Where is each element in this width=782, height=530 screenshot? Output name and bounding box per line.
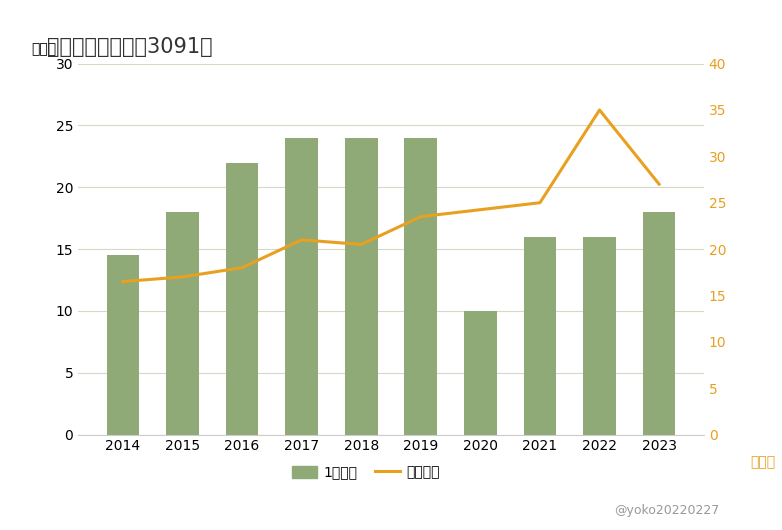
Text: @yoko20220227: @yoko20220227 — [614, 504, 719, 517]
Text: （％）: （％） — [751, 455, 776, 469]
Bar — [404, 138, 437, 435]
Bar — [345, 138, 378, 435]
Legend: 1株配当, 配当性向: 1株配当, 配当性向 — [286, 460, 446, 485]
Bar — [285, 138, 318, 435]
Text: ブロンコビリー（3091）: ブロンコビリー（3091） — [47, 37, 213, 57]
Bar — [464, 311, 497, 435]
Bar — [524, 237, 556, 435]
Bar — [166, 212, 199, 435]
Text: （円）: （円） — [31, 42, 56, 56]
Bar — [643, 212, 676, 435]
Bar — [583, 237, 616, 435]
Bar — [226, 163, 258, 435]
Bar — [106, 255, 139, 435]
